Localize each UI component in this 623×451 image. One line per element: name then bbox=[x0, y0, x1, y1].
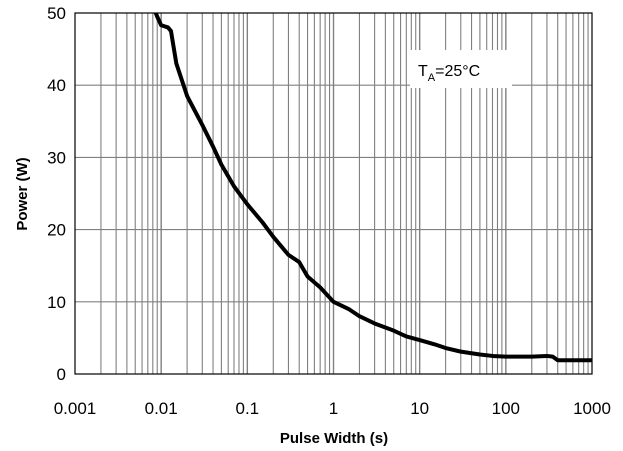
y-tick-label: 0 bbox=[57, 365, 66, 384]
y-axis-title: Power (W) bbox=[14, 157, 31, 230]
x-tick-label: 0.1 bbox=[236, 399, 260, 418]
x-tick-label: 1000 bbox=[573, 399, 611, 418]
y-tick-label: 20 bbox=[47, 221, 66, 240]
annotation-main: T bbox=[418, 63, 428, 80]
x-tick-label: 1 bbox=[329, 399, 338, 418]
y-tick-label: 10 bbox=[47, 293, 66, 312]
y-tick-label: 50 bbox=[47, 4, 66, 23]
x-tick-label: 10 bbox=[410, 399, 429, 418]
y-tick-label: 40 bbox=[47, 76, 66, 95]
annotation-rest: =25°C bbox=[435, 63, 480, 80]
x-tick-label: 0.01 bbox=[145, 399, 178, 418]
y-tick-label: 30 bbox=[47, 148, 66, 167]
x-tick-label: 100 bbox=[492, 399, 520, 418]
x-tick-label: 0.001 bbox=[54, 399, 97, 418]
x-axis-title: Pulse Width (s) bbox=[280, 430, 388, 447]
